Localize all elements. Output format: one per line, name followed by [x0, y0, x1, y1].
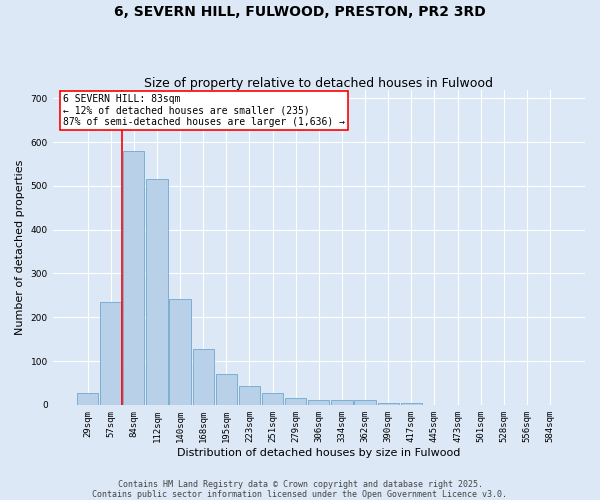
Bar — [401, 402, 422, 405]
Bar — [377, 402, 399, 405]
Bar — [169, 299, 191, 405]
Bar — [331, 400, 353, 405]
Title: Size of property relative to detached houses in Fulwood: Size of property relative to detached ho… — [145, 76, 493, 90]
Bar — [100, 302, 121, 405]
Bar — [355, 400, 376, 405]
Bar — [215, 374, 237, 405]
Bar — [239, 386, 260, 405]
Bar — [193, 349, 214, 405]
Bar — [123, 151, 145, 405]
Bar — [262, 393, 283, 405]
Bar — [285, 398, 307, 405]
Text: 6, SEVERN HILL, FULWOOD, PRESTON, PR2 3RD: 6, SEVERN HILL, FULWOOD, PRESTON, PR2 3R… — [114, 5, 486, 19]
Text: 6 SEVERN HILL: 83sqm
← 12% of detached houses are smaller (235)
87% of semi-deta: 6 SEVERN HILL: 83sqm ← 12% of detached h… — [64, 94, 346, 128]
Bar — [308, 400, 329, 405]
X-axis label: Distribution of detached houses by size in Fulwood: Distribution of detached houses by size … — [177, 448, 461, 458]
Y-axis label: Number of detached properties: Number of detached properties — [15, 160, 25, 335]
Bar — [77, 392, 98, 405]
Bar — [146, 180, 167, 405]
Text: Contains HM Land Registry data © Crown copyright and database right 2025.
Contai: Contains HM Land Registry data © Crown c… — [92, 480, 508, 499]
